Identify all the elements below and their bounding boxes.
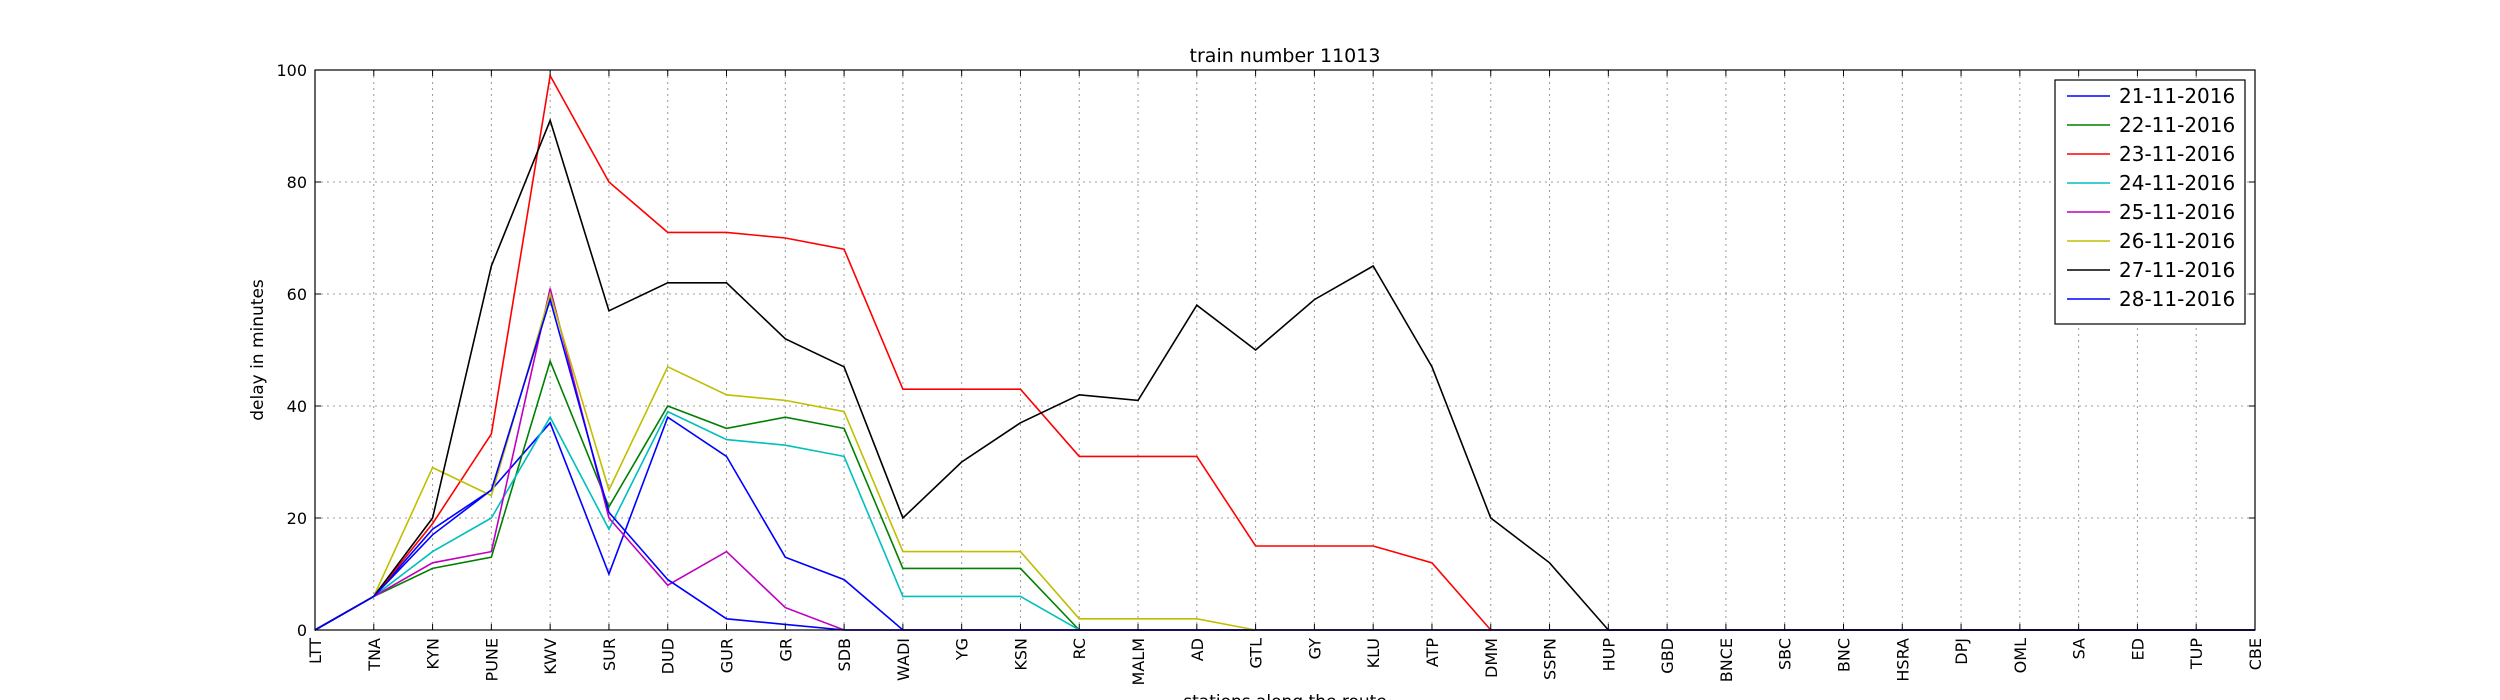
plot-frame	[314, 69, 2256, 631]
legend-label: 22-11-2016	[2119, 113, 2235, 137]
x-tick-label: GR	[776, 638, 795, 662]
legend-label: 25-11-2016	[2119, 200, 2235, 224]
x-tick-label: KYN	[424, 638, 443, 670]
x-tick-label: DMM	[1482, 638, 1501, 678]
y-axis-label: delay in minutes	[248, 279, 268, 421]
series-line-26-11-2016	[314, 291, 2255, 631]
x-tick-label: DPJ	[1952, 638, 1971, 665]
legend-label: 28-11-2016	[2119, 287, 2235, 311]
axis-ticks: LTT TNA KYN PUNE KWV SUR DUD GUR GR SDB WADI YG KSN R…	[276, 61, 2265, 685]
y-tick-label: 100	[276, 61, 307, 80]
series-line-25-11-2016	[314, 288, 2255, 631]
x-tick-label: RC	[1070, 638, 1089, 660]
x-tick-label: LTT	[306, 638, 325, 664]
legend-label: 24-11-2016	[2119, 171, 2235, 195]
x-tick-label: GUR	[718, 638, 737, 673]
legend-label: 26-11-2016	[2119, 229, 2235, 253]
x-tick-label: AD	[1188, 638, 1207, 661]
x-tick-label: KLU	[1364, 638, 1383, 668]
x-tick-label: YG	[953, 638, 972, 661]
x-tick-label: KSN	[1011, 638, 1030, 671]
legend-label: 21-11-2016	[2119, 84, 2235, 108]
series-line-22-11-2016	[314, 358, 2255, 631]
legend-box	[2054, 79, 2246, 325]
x-tick-label: SDB	[835, 638, 854, 671]
series-line-27-11-2016	[314, 118, 2255, 631]
x-tick-label: GY	[1305, 638, 1324, 660]
x-tick-label: TNA	[365, 638, 384, 672]
x-tick-label: BNCE	[1717, 638, 1736, 682]
x-tick-label: SUR	[600, 638, 619, 671]
series-line-24-11-2016	[314, 410, 2255, 631]
x-tick-label: ED	[2128, 638, 2147, 660]
x-tick-label: HSRA	[1893, 638, 1912, 682]
x-tick-label: OML	[2011, 638, 2030, 673]
legend-label: 23-11-2016	[2119, 142, 2235, 166]
legend: 21-11-2016 22-11-2016 23-11-2016 24-11-2016…	[2054, 79, 2246, 325]
x-tick-label: GBD	[1658, 638, 1677, 674]
y-tick-label: 40	[287, 397, 307, 416]
chart-title: train number 11013	[1190, 45, 1381, 67]
x-tick-label: WADI	[894, 638, 913, 681]
x-tick-label: KWV	[541, 638, 560, 675]
x-tick-label: HUP	[1599, 638, 1618, 672]
x-tick-label: GTL	[1247, 638, 1266, 669]
x-tick-label: CBE	[2246, 638, 2265, 670]
legend-label: 27-11-2016	[2119, 258, 2235, 282]
x-tick-label: DUD	[659, 638, 678, 674]
x-tick-label: SBC	[1776, 638, 1795, 670]
y-tick-label: 60	[287, 285, 307, 304]
x-tick-label: MALM	[1129, 638, 1148, 685]
x-tick-label: SSPN	[1541, 638, 1560, 680]
x-tick-label: SA	[2070, 638, 2089, 659]
y-tick-label: 0	[297, 621, 307, 640]
series-line-23-11-2016	[314, 73, 2255, 631]
y-tick-label: 20	[287, 509, 307, 528]
x-tick-label: ATP	[1423, 638, 1442, 667]
series-lines	[314, 73, 2255, 631]
y-tick-label: 80	[287, 173, 307, 192]
x-tick-label: TUP	[2187, 638, 2206, 670]
x-tick-label: BNC	[1834, 638, 1853, 672]
x-axis-label: stations along the route	[1183, 692, 1387, 700]
x-tick-label: PUNE	[482, 638, 501, 681]
series-line-28-11-2016	[314, 296, 2255, 631]
